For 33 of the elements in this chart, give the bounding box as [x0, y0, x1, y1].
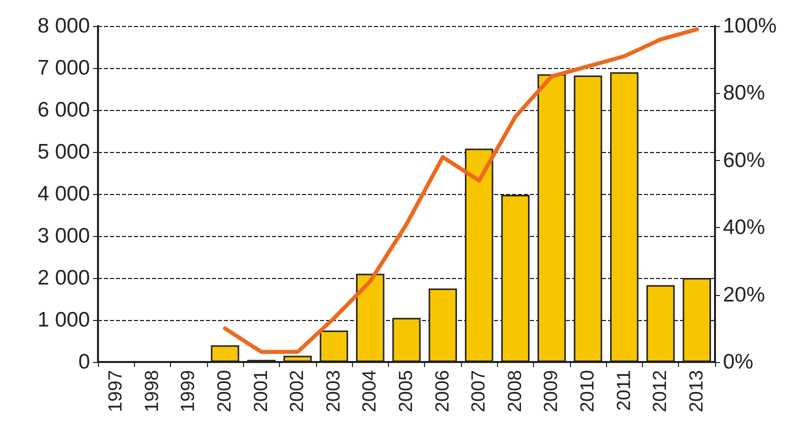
y2-tick-label: 0%: [723, 350, 754, 374]
y-tick-label: 7 000: [37, 56, 90, 80]
x-tick-label: 1999: [178, 370, 200, 412]
y-tick-label: 5 000: [37, 140, 90, 164]
y-tick-label: 4 000: [37, 182, 90, 206]
x-tick-label: 2011: [614, 370, 635, 411]
x-tick-label: 1997: [106, 370, 127, 412]
y-tick-label: 6 000: [37, 98, 90, 122]
y-tick-label: 2 000: [37, 266, 90, 290]
x-tick-label: 2007: [468, 370, 490, 412]
x-tick-label: 2012: [650, 370, 672, 412]
x-tick-label: 2013: [686, 370, 708, 412]
x-tick-label: 2002: [287, 370, 308, 412]
y-tick-label: 0: [78, 350, 90, 374]
x-tick-label: 1998: [142, 370, 163, 412]
y2-tick-label: 80%: [723, 82, 766, 105]
y2-tick-label: 20%: [723, 283, 766, 306]
x-tick-label: 2000: [214, 370, 236, 412]
x-tick-label: 2010: [577, 370, 598, 412]
x-tick-label: 2008: [504, 370, 526, 412]
line-series: [223, 27, 699, 354]
y-tick-label: 3 000: [37, 224, 90, 248]
x-tick-label: 2006: [432, 370, 454, 412]
x-tick-label: 2001: [250, 370, 272, 412]
x-tick-label: 2004: [360, 370, 381, 412]
y2-tick-label: 60%: [723, 148, 766, 172]
y2-tick-label: 40%: [723, 216, 766, 240]
y-tick-label: 8 000: [37, 14, 90, 38]
y-tick-label: 1 000: [37, 308, 90, 332]
x-tick-label: 2005: [396, 370, 417, 412]
y2-tick-label: 100%: [723, 14, 777, 38]
x-tick-label: 2009: [541, 370, 562, 412]
x-tick-label: 2003: [323, 370, 344, 412]
